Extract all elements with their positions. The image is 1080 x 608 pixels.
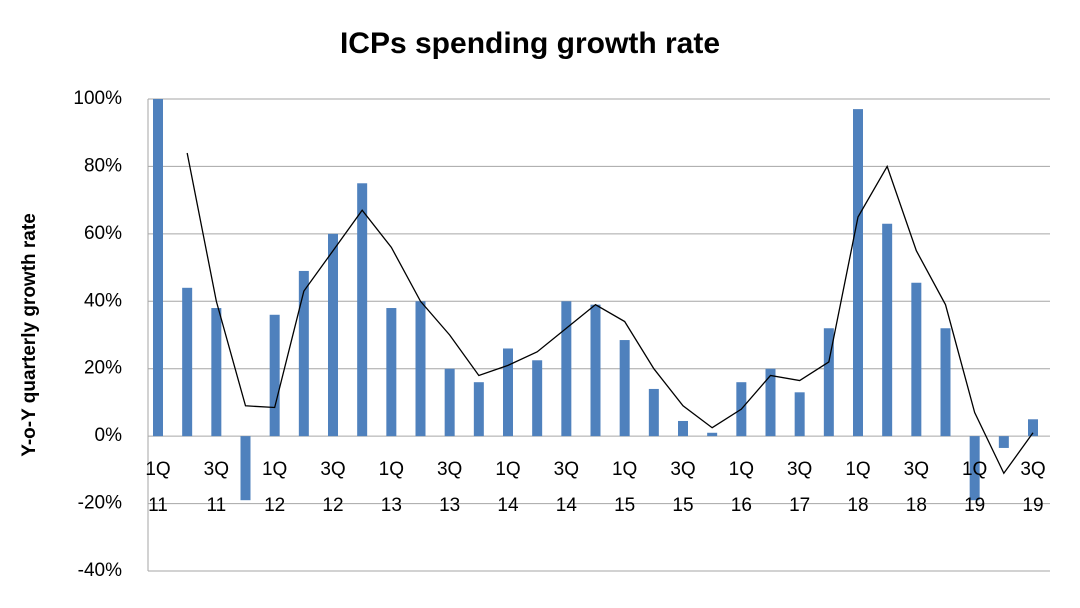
line — [186, 152, 1034, 475]
bar — [940, 328, 951, 437]
x-tick-label: 3Q 13 — [437, 459, 462, 516]
y-tick-label: 40% — [84, 290, 122, 311]
x-tick-label: 1Q 19 — [962, 459, 987, 516]
y-tick-label: 0% — [95, 425, 123, 446]
bar — [415, 301, 426, 437]
x-tick-label: 3Q 17 — [787, 459, 812, 516]
y-axis-label: Y-o-Y quarterly growth rate — [19, 213, 40, 457]
bar — [211, 308, 222, 437]
x-tick-label: 3Q 15 — [670, 459, 695, 516]
y-tick-label: 80% — [84, 155, 122, 176]
bar — [998, 436, 1009, 448]
bar — [298, 270, 309, 437]
x-tick-label: 3Q 19 — [1020, 459, 1045, 516]
y-tick-label: 60% — [84, 223, 122, 244]
bar — [473, 382, 484, 437]
x-tick-label: 3Q 11 — [204, 459, 229, 516]
bar — [269, 314, 280, 437]
bar — [823, 328, 834, 437]
bar — [590, 304, 601, 437]
bar — [561, 301, 572, 437]
bar — [503, 348, 513, 437]
x-tick-label: 1Q 12 — [262, 459, 287, 516]
bar — [707, 432, 718, 437]
bar — [911, 282, 922, 437]
bar — [532, 360, 543, 437]
x-tick-label: 1Q 16 — [729, 459, 754, 516]
x-tick-label: 1Q 14 — [495, 459, 520, 516]
y-tick-label: 100% — [73, 88, 122, 109]
x-tick-label: 1Q 15 — [612, 459, 637, 516]
x-tick-label: 1Q 13 — [379, 459, 404, 516]
x-tick-label: 3Q 14 — [554, 459, 579, 516]
y-tick-label: -20% — [78, 493, 122, 514]
x-tick-label: 1Q 18 — [845, 459, 870, 516]
bar — [357, 183, 368, 437]
bar — [882, 223, 893, 437]
bar — [648, 388, 659, 437]
chart-title: ICPs spending growth rate — [340, 27, 720, 60]
bar — [619, 340, 630, 437]
x-tick-label: 1Q 11 — [145, 459, 170, 516]
bar — [328, 233, 338, 437]
bar — [153, 99, 163, 437]
bar — [765, 368, 776, 437]
bar — [969, 436, 980, 501]
bar — [444, 368, 455, 437]
bar — [794, 392, 805, 437]
x-tick-label: 3Q 18 — [904, 459, 929, 516]
bar — [386, 308, 397, 437]
bar — [678, 420, 688, 437]
bar — [182, 287, 193, 437]
y-tick-label: -40% — [78, 560, 122, 581]
y-tick-label: 20% — [84, 358, 122, 379]
bar — [240, 436, 251, 501]
bar — [853, 109, 863, 437]
x-tick-label: 3Q 12 — [320, 459, 345, 516]
bar — [1028, 419, 1038, 437]
